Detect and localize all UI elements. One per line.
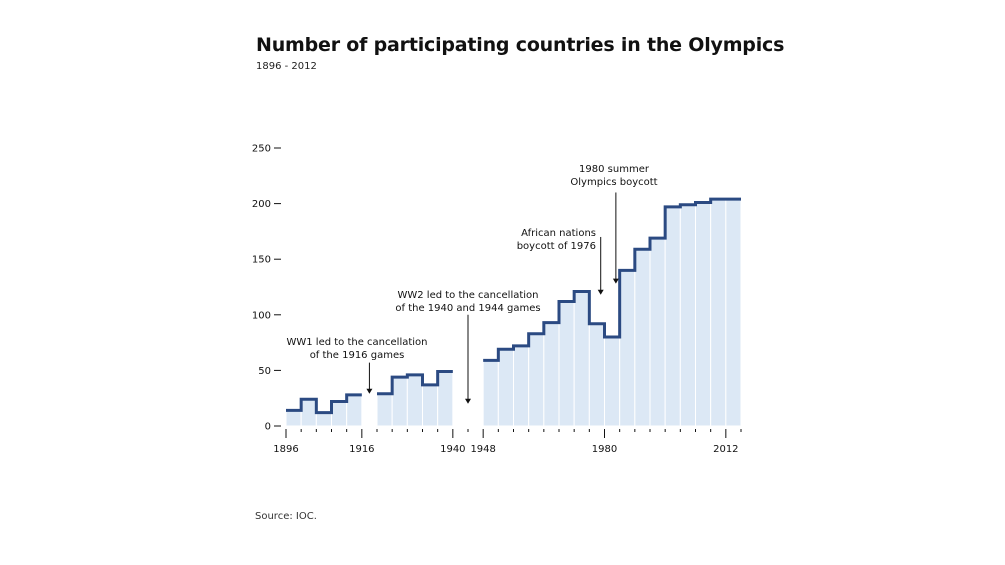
annotation-arrow-head [366, 388, 373, 394]
y-tick-label-0: 0 [265, 422, 271, 433]
annotation-text-line: African nations [521, 228, 596, 239]
annotation-text-line: 1980 summer [579, 164, 650, 175]
bar-1964 [543, 322, 560, 427]
annotations: WW1 led to the cancellation of the 1916 g… [286, 164, 658, 404]
annotation-text-line: of the 1916 games [310, 350, 405, 361]
y-tick-label-200: 200 [252, 199, 271, 210]
bar-1952 [497, 348, 515, 427]
y-axis: 0 50 100 150 200 250 [252, 144, 281, 433]
bar-1996 [664, 206, 681, 427]
bar-1932 [422, 384, 439, 427]
x-tick-label-1940: 1940 [440, 444, 465, 455]
annotation-4: 1980 summer Olympics boycott [570, 164, 658, 284]
bar-1992 [649, 237, 666, 427]
annotation-1: WW1 led to the cancellation of the 1916 g… [286, 337, 428, 394]
bar-1976 [588, 323, 605, 427]
y-tick-label-50: 50 [258, 366, 271, 377]
bar-1948 [482, 359, 499, 427]
bar-1920 [376, 393, 393, 427]
bar-1908 [331, 401, 348, 427]
annotation-text-line: boycott of 1976 [517, 241, 596, 252]
bar-1924 [391, 376, 408, 427]
annotation-2: WW2 led to the cancellation of the 1940 a… [395, 290, 541, 404]
bar-1928 [406, 374, 424, 427]
annotation-arrow-head [597, 289, 604, 295]
bar-2012 [725, 198, 742, 427]
y-tick-label-150: 150 [252, 255, 271, 266]
bar-1972 [573, 290, 590, 427]
chart-subtitle: 1896 - 2012 [256, 61, 317, 72]
bar-1980 [604, 336, 621, 427]
bar-1960 [528, 333, 545, 427]
bar-1936 [437, 371, 454, 427]
source-note: Source: IOC. [255, 511, 317, 522]
chart-title: Number of participating countries in the… [256, 34, 785, 56]
bars-layer [285, 198, 742, 427]
x-tick-label-1980: 1980 [592, 444, 617, 455]
y-tick-label-100: 100 [252, 310, 271, 321]
bar-1896 [285, 409, 302, 427]
bar-1904 [315, 412, 333, 427]
annotation-arrow-head [612, 278, 619, 284]
x-tick-label-2012: 2012 [713, 444, 738, 455]
x-tick-label-1916: 1916 [349, 444, 374, 455]
bar-1956 [513, 345, 530, 427]
bar-1912 [346, 394, 363, 427]
annotation-text-line: Olympics boycott [570, 177, 657, 188]
bar-1968 [558, 300, 575, 427]
bar-1988 [634, 248, 651, 427]
annotation-arrow-head [465, 398, 471, 404]
step-lines-layer [286, 197, 741, 415]
x-axis: 1896 1916 1940 1948 1980 2012 [273, 429, 742, 455]
annotation-text-line: WW2 led to the cancellation [397, 290, 538, 301]
bar-1984 [619, 269, 636, 427]
annotation-3: African nations boycott of 1976 [517, 228, 604, 295]
bar-2000 [679, 204, 696, 427]
annotation-text-line: of the 1940 and 1944 games [395, 303, 540, 314]
y-tick-label-250: 250 [252, 144, 271, 155]
step-line [286, 197, 741, 415]
bar-2004 [695, 201, 712, 427]
x-tick-label-1948: 1948 [470, 444, 495, 455]
x-tick-label-1896: 1896 [273, 444, 298, 455]
annotation-text-line: WW1 led to the cancellation [286, 337, 427, 348]
bar-2008 [710, 198, 727, 427]
bar-1900 [300, 398, 317, 427]
